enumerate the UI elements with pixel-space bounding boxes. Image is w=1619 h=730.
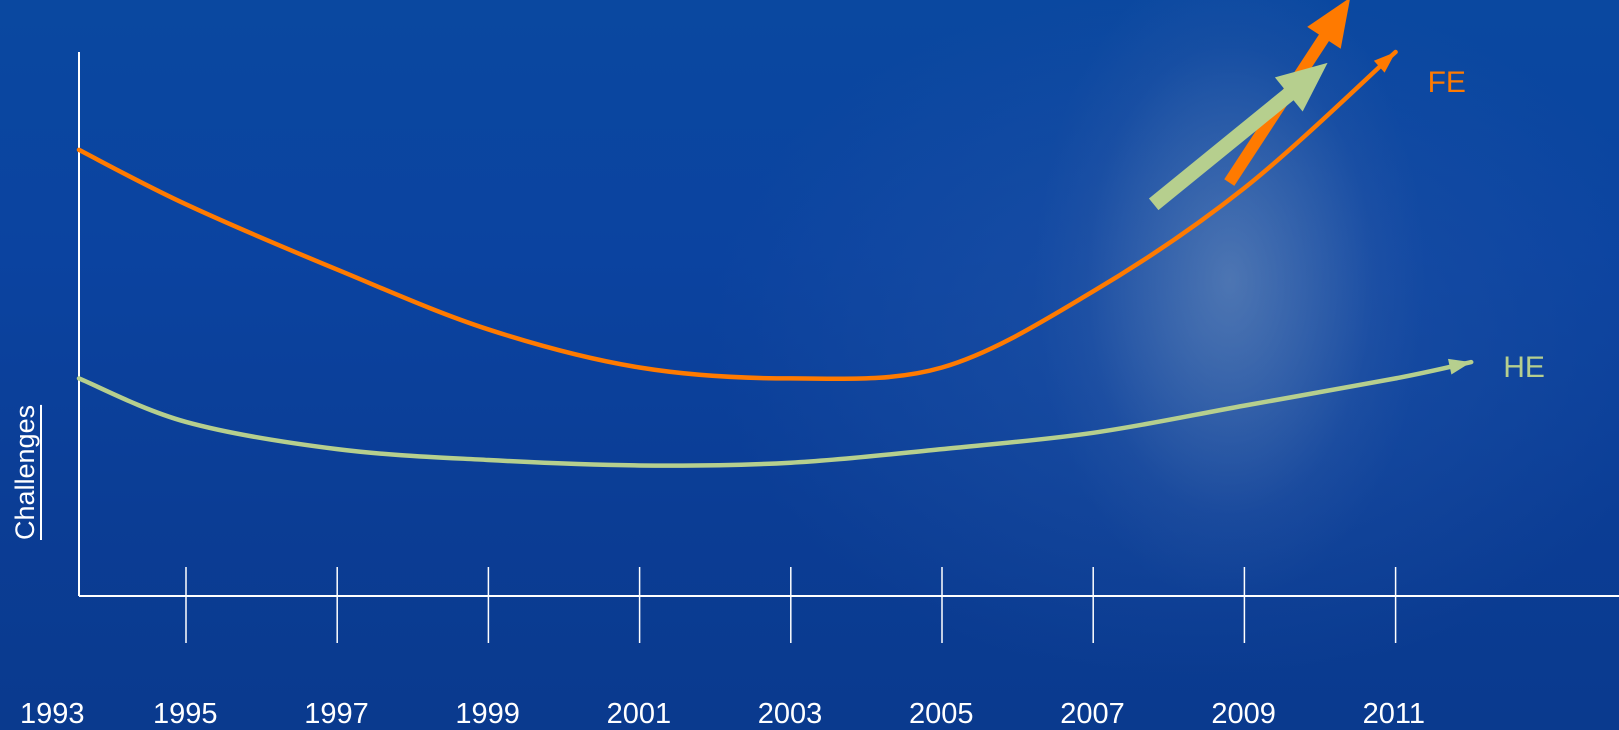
series-layer: FE HE — [76, 49, 1545, 468]
x-tick-label-1995: 1995 — [153, 698, 218, 730]
annotation-arrowhead-1 — [1307, 0, 1350, 49]
series-line-fe — [76, 49, 1398, 382]
series-label-he: HE — [1503, 351, 1545, 384]
x-tick-label-2001: 2001 — [607, 698, 672, 730]
x-axis-ticks — [185, 567, 1397, 643]
annotation-arrowhead-2 — [1274, 62, 1328, 112]
series-line-he — [76, 359, 1474, 468]
x-tick-label-2005: 2005 — [909, 698, 974, 730]
x-tick-label-2011: 2011 — [1363, 698, 1425, 730]
x-tick-label-2009: 2009 — [1211, 698, 1276, 730]
series-arrowhead-fe — [1373, 52, 1396, 73]
x-tick-label-1993: 1993 — [20, 698, 85, 730]
x-tick-label-1997: 1997 — [304, 698, 369, 730]
series-label-fe: FE — [1428, 66, 1466, 99]
annotation-arrow-shaft-2 — [1148, 85, 1298, 211]
x-tick-label-2003: 2003 — [758, 698, 823, 730]
x-tick-label-2007: 2007 — [1060, 698, 1125, 730]
x-axis-tick-labels: 1993 1995 1997 1999 2001 2003 2005 2007 2009 2011 — [20, 698, 1425, 730]
annotation-layer — [1148, 0, 1350, 211]
x-tick-label-1999: 1999 — [455, 698, 520, 730]
series-arrowhead-he — [1448, 358, 1472, 375]
y-axis-label: Challenges — [10, 404, 40, 540]
